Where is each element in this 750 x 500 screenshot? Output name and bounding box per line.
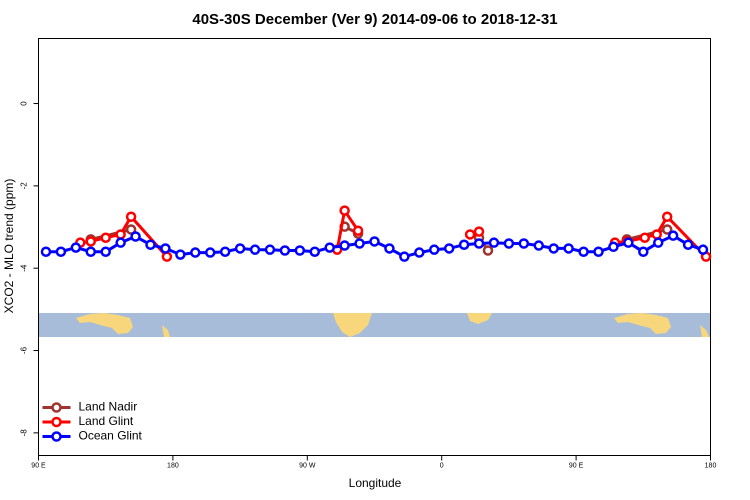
- data-point: [279, 245, 291, 256]
- australia-shape: [76, 313, 133, 334]
- x-axis-label: Longitude: [349, 476, 402, 490]
- y-tick-label: -2: [20, 182, 29, 190]
- series: [75, 205, 712, 262]
- africa-shape: [333, 313, 372, 337]
- data-point: [249, 244, 261, 255]
- data-point: [548, 243, 559, 254]
- data-point: [190, 247, 201, 258]
- data-point: [533, 240, 545, 251]
- data-point: [623, 237, 634, 248]
- series-line: [90, 225, 668, 252]
- y-axis-label: XCO2 - MLO trend (ppm): [2, 179, 16, 314]
- ocean-background: [39, 313, 710, 337]
- data-point: [354, 238, 365, 249]
- data-point: [563, 243, 574, 254]
- data-point: [518, 238, 530, 249]
- y-tick-label: 0: [20, 101, 29, 106]
- x-tick-label: 180: [167, 462, 179, 469]
- data-point: [352, 225, 364, 236]
- data-point: [309, 246, 321, 257]
- legend-marker: [51, 416, 62, 428]
- data-point: [578, 246, 589, 257]
- data-point: [697, 244, 709, 255]
- data-point: [639, 232, 651, 243]
- data-point: [40, 246, 52, 257]
- data-point: [324, 242, 335, 253]
- data-point: [55, 246, 67, 257]
- legend-label: Ocean Glint: [79, 429, 143, 443]
- data-point: [294, 245, 306, 256]
- data-point: [100, 246, 111, 257]
- map-strip: [39, 313, 710, 337]
- data-point: [115, 229, 126, 240]
- data-point: [443, 243, 455, 254]
- y-tick-label: -8: [20, 429, 29, 437]
- x-tick-label: 90 E: [31, 462, 46, 469]
- data-point: [125, 211, 137, 222]
- legend-label: Land Nadir: [79, 400, 138, 414]
- data-point: [414, 247, 425, 258]
- data-point: [661, 224, 673, 235]
- data-point: [339, 205, 350, 216]
- new-zealand-shape: [162, 325, 170, 337]
- x-tick-label: 90 W: [299, 462, 316, 469]
- series: [40, 230, 709, 262]
- x-tick-label: 180: [705, 462, 717, 469]
- data-point: [682, 239, 694, 250]
- data-point: [667, 230, 679, 241]
- data-point: [145, 239, 156, 250]
- data-point: [399, 251, 410, 262]
- data-point: [85, 246, 97, 257]
- legend-marker: [51, 431, 62, 442]
- data-point: [651, 229, 662, 240]
- plot-frame: [38, 38, 711, 456]
- legend-marker: [51, 402, 62, 413]
- data-point: [482, 245, 494, 256]
- data-point: [264, 244, 276, 255]
- data-point: [160, 243, 171, 254]
- data-point: [125, 224, 137, 235]
- data-point: [234, 243, 246, 254]
- data-point: [661, 211, 673, 222]
- data-point: [339, 240, 350, 251]
- data-point: [608, 241, 619, 253]
- data-point: [161, 251, 173, 262]
- new-zealand-shape: [700, 325, 709, 337]
- data-point: [85, 236, 97, 247]
- australia-shape: [614, 313, 671, 334]
- chart-title: 40S-30S December (Ver 9) 2014-09-06 to 2…: [192, 11, 557, 28]
- data-point: [384, 243, 395, 254]
- data-point: [70, 242, 82, 253]
- data-point: [488, 237, 500, 248]
- data-point: [503, 238, 515, 249]
- x-tick-label: 90 E: [569, 462, 584, 469]
- data-point: [473, 238, 485, 249]
- data-point: [204, 247, 216, 258]
- y-tick-label: -4: [20, 264, 29, 272]
- data-point: [115, 237, 126, 248]
- data-point: [428, 244, 440, 255]
- data-point: [473, 226, 485, 237]
- data-point: [593, 246, 604, 257]
- data-point: [100, 232, 111, 243]
- data-point: [219, 246, 231, 257]
- data-point: [175, 249, 186, 260]
- south-america-shape: [467, 313, 492, 324]
- data-point: [458, 239, 470, 250]
- x-tick-label: 0: [440, 462, 444, 469]
- data-point: [652, 237, 664, 248]
- data-point: [638, 246, 649, 257]
- y-tick-label: -6: [20, 346, 29, 354]
- legend-label: Land Glint: [79, 414, 134, 428]
- data-point: [464, 229, 476, 240]
- data-point: [130, 231, 141, 242]
- data-point: [369, 236, 380, 247]
